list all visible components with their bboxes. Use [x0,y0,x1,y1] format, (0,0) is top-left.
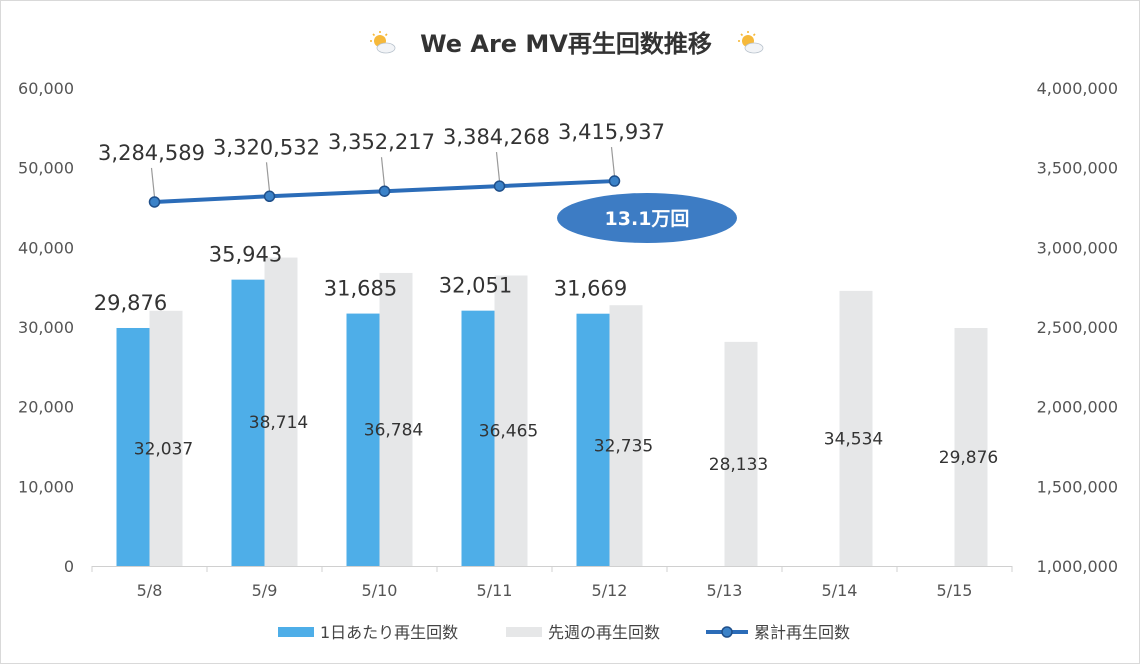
x-axis-tick-label: 5/12 [592,581,628,600]
last-week-views-bar [149,310,183,566]
daily-views-data-label: 29,876 [94,291,167,315]
cumulative-views-data-label: 3,415,937 [558,120,665,144]
cumulative-leader-line [495,152,501,182]
left-axis-tick-label: 0 [64,557,74,576]
daily-views-data-label: 31,669 [554,277,627,301]
daily-views-data-label: 31,685 [324,277,397,301]
cumulative-leader-line [265,162,271,192]
right-axis-tick-label: 1,500,000 [1037,477,1118,496]
last-week-views-data-label: 36,465 [479,422,538,442]
last-week-views-bar [839,290,873,566]
last-week-views-data-label: 38,714 [249,413,308,433]
left-axis-tick-label: 50,000 [18,159,74,178]
annotation-callout: 13.1万回 [557,193,737,243]
left-axis-tick-label: 30,000 [18,318,74,337]
cumulative-views-data-label: 3,320,532 [213,135,320,159]
daily-views-data-label: 35,943 [209,243,282,267]
cumulative-views-point [493,180,506,192]
last-week-views-bar [724,341,758,566]
left-axis-tick-label: 20,000 [18,398,74,417]
cumulative-views-point [148,196,161,208]
daily-views-data-label: 32,051 [439,274,512,298]
chart-title-text: We Are MV再生回数推移 [420,30,712,58]
last-week-views-bar [379,272,413,566]
annotation-ellipse [557,193,737,243]
cumulative-views-point [263,190,276,203]
daily-views-bar [116,327,150,566]
chart-title: We Are MV再生回数推移 [370,30,764,58]
x-axis-tick-label: 5/14 [822,581,858,600]
x-axis-tick-label: 5/11 [477,581,513,600]
last-week-views-bar [494,275,528,566]
legend-marker [721,626,733,638]
x-axis: 5/8 5/9 5/10 5/11 5/12 5/13 5/14 5/15 [91,566,1013,600]
right-axis-tick-label: 1,000,000 [1037,557,1118,576]
right-axis: 1,000,000 1,500,000 2,000,000 2,500,000 3,00… [1037,79,1118,576]
cumulative-views-point [608,175,621,187]
daily-views-bar [461,310,495,566]
last-week-views-bar [954,327,988,566]
cumulative-views-point [378,185,391,197]
cumulative-views-data-label: 3,284,589 [98,141,205,165]
last-week-views-data-label: 36,784 [364,420,423,440]
right-axis-tick-label: 2,000,000 [1037,398,1118,417]
daily-views-bar [576,313,610,566]
cumulative-leader-line [380,157,386,187]
right-axis-tick-label: 3,000,000 [1037,238,1118,257]
x-axis-tick-label: 5/8 [137,581,163,600]
sun-behind-cloud-icon [738,31,764,54]
cumulative-line-series: 3,284,589 3,320,532 3,352,217 3,384,268 3,41… [98,120,665,208]
right-axis-tick-label: 3,500,000 [1037,159,1118,178]
daily-views-bar [231,279,265,566]
daily-views-bar [346,313,380,566]
last-week-views-data-label: 28,133 [709,455,768,475]
right-axis-tick-label: 2,500,000 [1037,318,1118,337]
cumulative-leader-line [150,167,156,198]
legend-swatch [506,627,542,637]
left-axis: 0 10,000 20,000 30,000 40,000 50,000 60,000 [18,79,74,576]
last-week-views-data-label: 29,876 [939,448,998,468]
sun-behind-cloud-icon [370,31,396,54]
bar-labels: 29,876 35,943 31,685 32,051 31,669 32,037 38,7… [94,243,998,475]
legend-label: 1日あたり再生回数 [320,623,458,642]
last-week-views-data-label: 32,037 [134,439,193,459]
x-axis-tick-label: 5/13 [707,581,743,600]
bars [116,257,988,566]
cumulative-views-data-label: 3,352,217 [328,130,435,154]
last-week-views-bar [609,305,643,566]
last-week-views-bar [264,257,298,566]
annotation-text: 13.1万回 [605,208,690,230]
right-axis-tick-label: 4,000,000 [1037,79,1118,98]
legend-label: 先週の再生回数 [548,623,660,642]
legend: 1日あたり再生回数 先週の再生回数 累計再生回数 [278,623,850,642]
left-axis-tick-label: 60,000 [18,79,74,98]
left-axis-tick-label: 40,000 [18,238,74,257]
x-axis-tick-label: 5/15 [937,581,973,600]
cumulative-leader-line [610,146,616,177]
last-week-views-data-label: 32,735 [594,437,653,457]
legend-label: 累計再生回数 [754,623,850,642]
last-week-views-data-label: 34,534 [824,429,883,449]
x-axis-tick-label: 5/9 [252,581,278,600]
x-axis-tick-label: 5/10 [362,581,398,600]
cumulative-views-data-label: 3,384,268 [443,125,550,149]
left-axis-tick-label: 10,000 [18,477,74,496]
legend-swatch [278,627,314,637]
